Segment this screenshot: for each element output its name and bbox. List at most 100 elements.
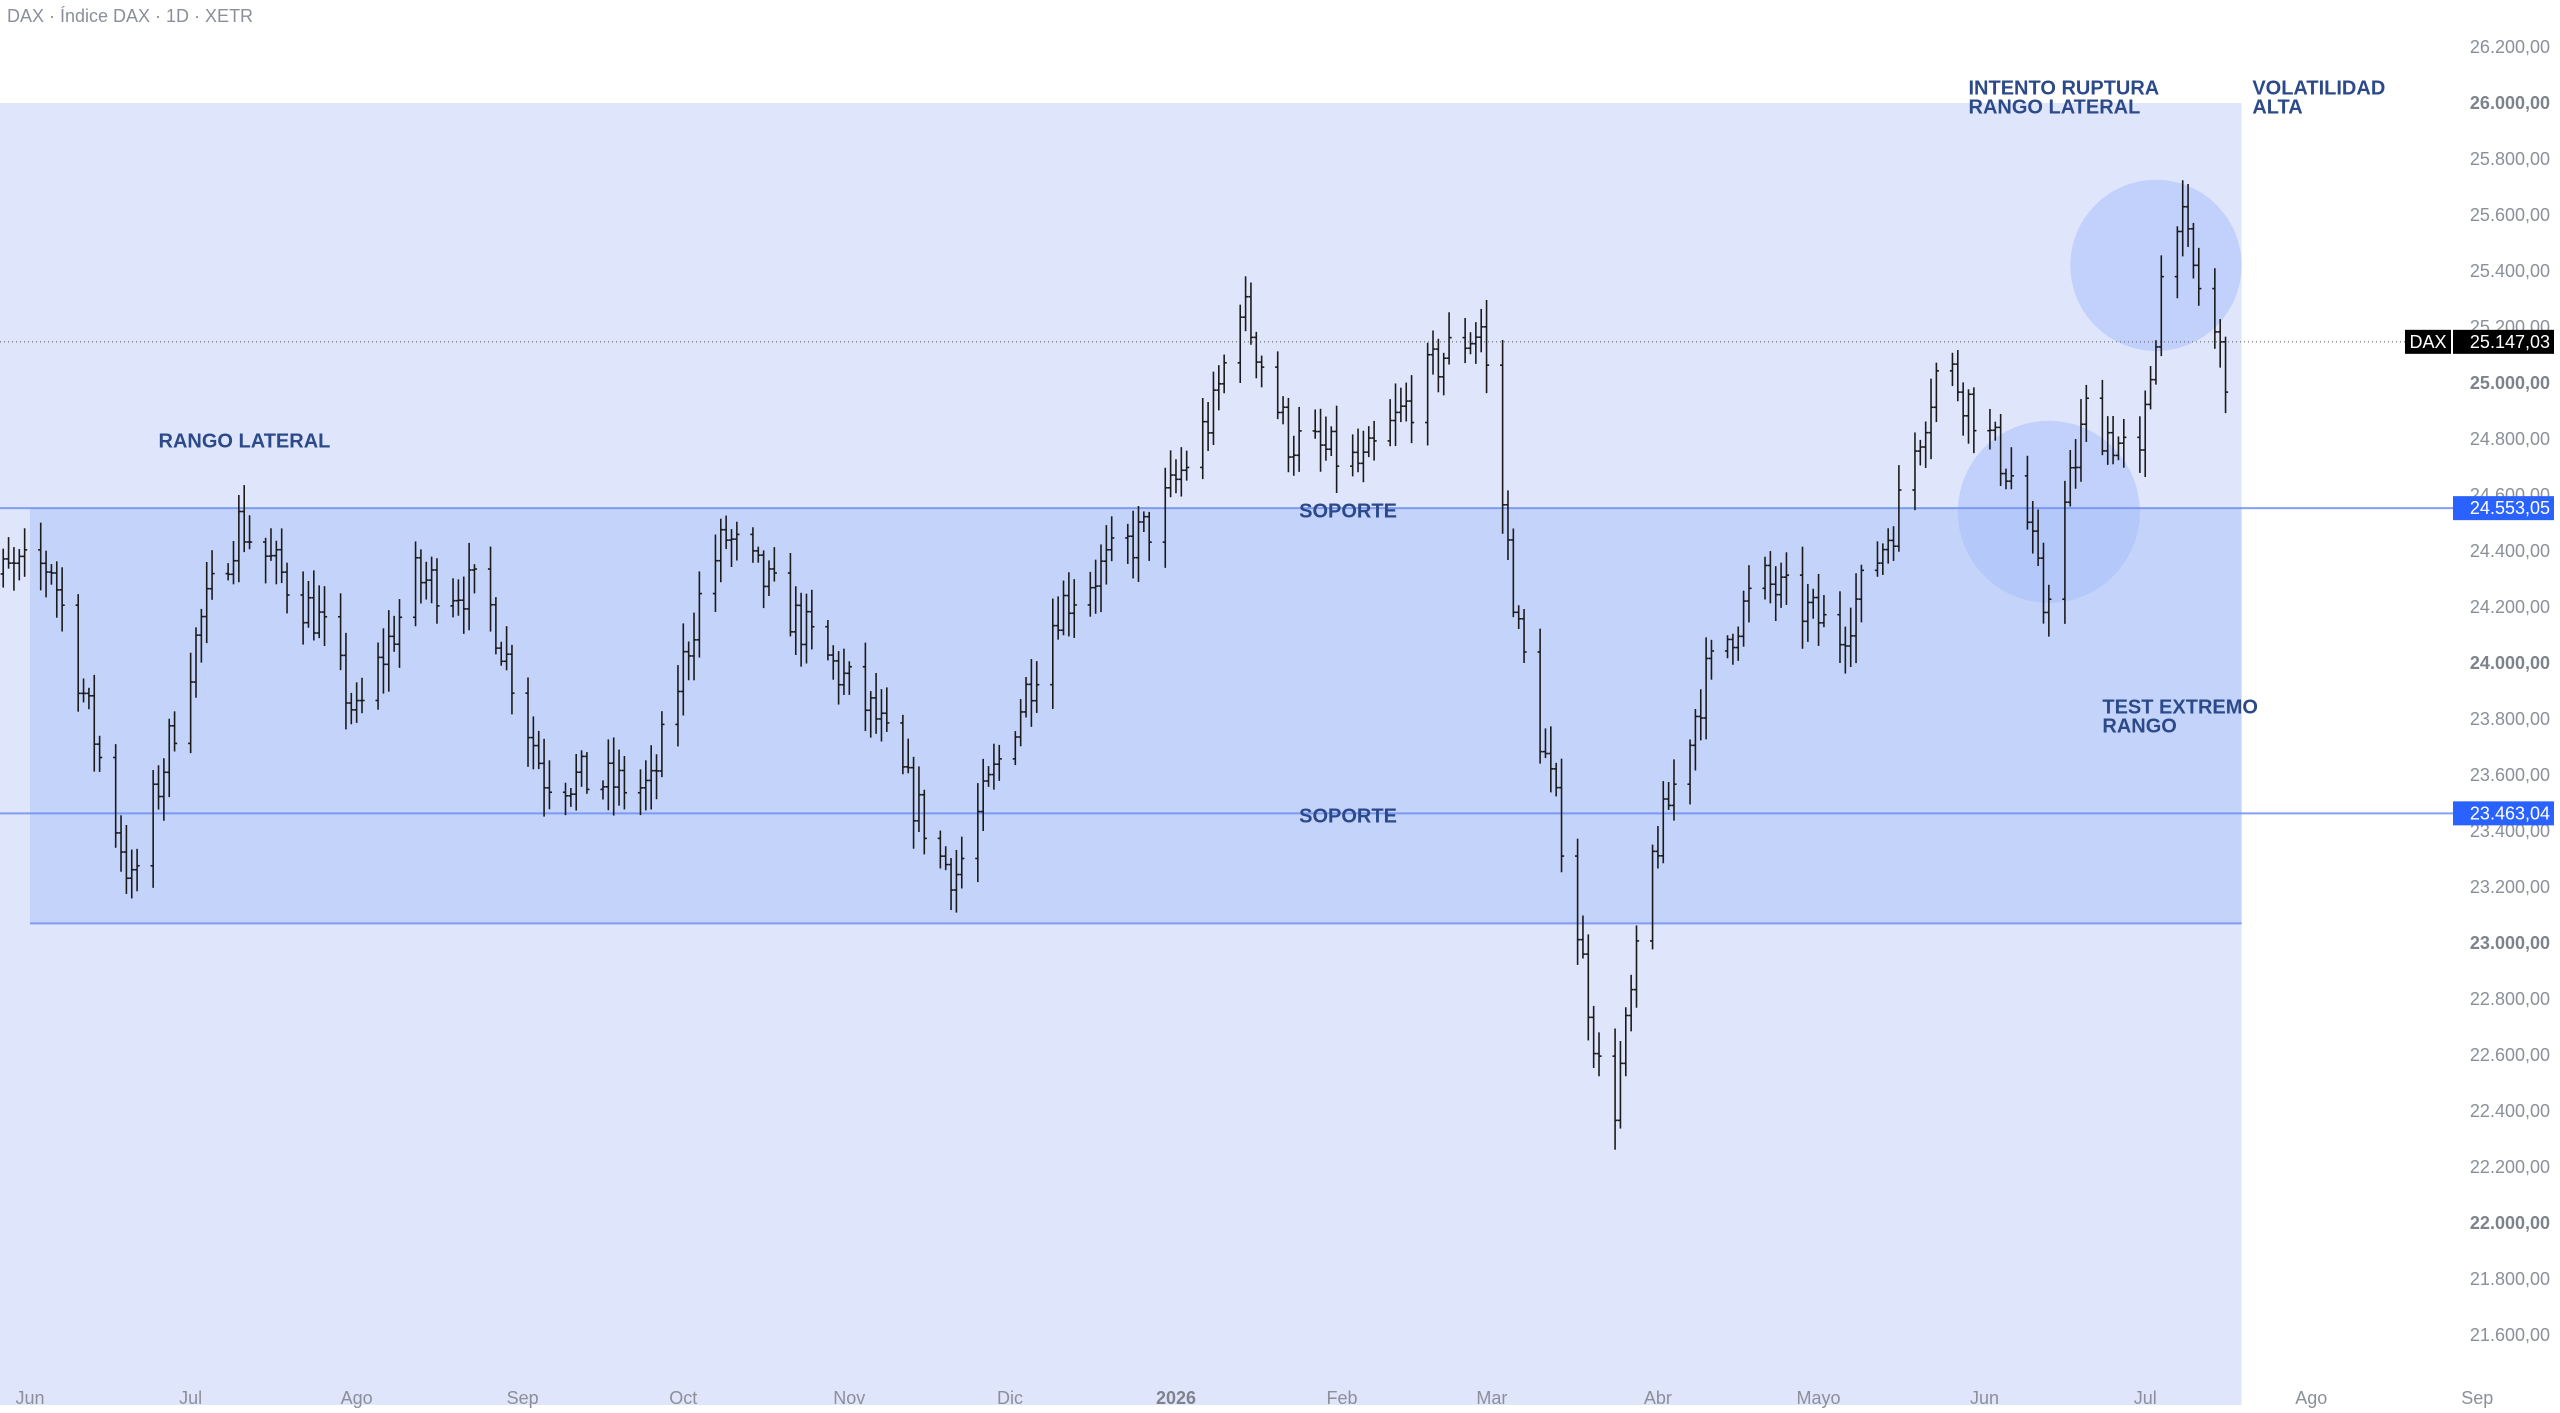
ohlc-bar xyxy=(434,558,440,624)
ohlc-bar xyxy=(1291,435,1297,476)
y-tick-label: 23.000,00 xyxy=(2470,933,2550,953)
ohlc-bar xyxy=(793,586,799,655)
annotation-line: INTENTO RUPTURA xyxy=(1969,78,2160,100)
ohlc-bar xyxy=(2147,366,2154,410)
ohlc-bar xyxy=(2003,468,2009,490)
ohlc-bar xyxy=(1253,331,1259,379)
ohlc-bar xyxy=(1146,511,1152,561)
ohlc-bar xyxy=(1125,523,1131,564)
y-tick-label: 22.200,00 xyxy=(2470,1157,2550,1177)
ohlc-bar xyxy=(198,608,204,663)
ohlc-bar xyxy=(134,848,140,892)
ohlc-bar xyxy=(1425,342,1431,446)
ohlc-bar xyxy=(1173,459,1179,494)
ohlc-bar xyxy=(1853,573,1859,664)
ohlc-bar xyxy=(380,628,387,694)
ohlc-bar xyxy=(204,562,210,644)
ohlc-bar xyxy=(1885,528,1891,564)
ohlc-bar xyxy=(22,528,28,577)
ohlc-bar xyxy=(2212,268,2218,349)
ohlc-bar xyxy=(846,661,852,695)
x-tick-label: Mar xyxy=(1476,1388,1507,1408)
ohlc-bar xyxy=(1960,382,1966,436)
ohlc-bar xyxy=(1955,350,1961,402)
ohlc-bar xyxy=(1055,596,1061,640)
ohlc-bar xyxy=(836,651,842,705)
ohlc-bar xyxy=(2105,416,2111,465)
ohlc-bar xyxy=(2040,542,2047,624)
ohlc-bar xyxy=(1275,351,1281,420)
ohlc-bar xyxy=(1109,516,1115,562)
ohlc-bar xyxy=(975,783,981,883)
y-tick-label: 21.800,00 xyxy=(2470,1269,2550,1289)
ohlc-bar xyxy=(155,765,162,810)
ohlc-bar xyxy=(943,846,949,871)
ohlc-bar xyxy=(1285,397,1292,473)
ohlc-bar xyxy=(1574,838,1581,965)
ohlc-bar xyxy=(2078,399,2084,482)
ohlc-bar xyxy=(1810,588,1816,619)
ohlc-bar xyxy=(1483,299,1490,394)
ohlc-bar xyxy=(91,674,97,772)
ohlc-bar xyxy=(1178,447,1184,497)
ohlc-bar xyxy=(921,789,927,855)
ohlc-bar xyxy=(311,570,317,641)
ohlc-bar xyxy=(2073,439,2079,489)
ohlc-bar xyxy=(2121,418,2127,468)
ohlc-bar xyxy=(1649,844,1656,950)
annotation-6: TEST EXTREMO RANGO xyxy=(2102,696,2258,737)
ohlc-bar xyxy=(263,537,269,584)
ohlc-bar xyxy=(386,610,392,692)
ohlc-bar xyxy=(498,641,504,666)
x-tick-label: Ago xyxy=(341,1388,373,1408)
ohlc-bar xyxy=(937,830,943,869)
ohlc-bar xyxy=(1724,635,1731,659)
ohlc-bar xyxy=(584,752,590,794)
ohlc-bar xyxy=(723,515,729,550)
ohlc-bar xyxy=(1098,544,1104,613)
ohlc-bar xyxy=(1596,1032,1602,1077)
ohlc-bar xyxy=(359,677,365,714)
ohlc-bar xyxy=(1242,276,1249,332)
annotation-3: SOPORTE xyxy=(1299,806,1397,828)
ohlc-bar xyxy=(1698,689,1704,741)
x-tick-label: Jul xyxy=(179,1388,202,1408)
ohlc-bar xyxy=(59,567,65,632)
ohlc-bar xyxy=(1741,590,1747,647)
ohlc-bar xyxy=(1799,546,1806,649)
ohlc-bar xyxy=(1087,571,1093,617)
ohlc-bar xyxy=(2062,480,2068,624)
x-tick-label: 2026 xyxy=(1156,1388,1196,1408)
ohlc-bar xyxy=(648,745,654,810)
ohlc-bar xyxy=(123,824,129,894)
ohlc-bar xyxy=(1805,583,1811,642)
ohlc-bar xyxy=(1071,579,1077,638)
ohlc-bar xyxy=(300,571,306,645)
ohlc-bar xyxy=(637,769,644,816)
ohlc-bar xyxy=(1848,607,1854,668)
ohlc-bar xyxy=(1703,637,1709,740)
ohlc-bar xyxy=(611,737,617,816)
ohlc-bar xyxy=(150,770,156,888)
ohlc-bar xyxy=(2099,379,2105,456)
x-tick-label: Jun xyxy=(1970,1388,1999,1408)
ohlc-bar xyxy=(2196,247,2202,306)
ohlc-bar xyxy=(1216,365,1222,411)
y-tick-label: 23.400,00 xyxy=(2470,821,2550,841)
ohlc-bar xyxy=(1735,626,1741,661)
ohlc-bar xyxy=(546,760,553,810)
ohlc-bar xyxy=(2030,501,2036,554)
ohlc-bar xyxy=(728,529,735,567)
ohlc-bar xyxy=(241,485,247,553)
ohlc-bar xyxy=(80,678,87,703)
ohlc-bar xyxy=(1746,565,1752,623)
ohlc-bar xyxy=(771,547,777,582)
ohlc-bar xyxy=(1221,354,1227,394)
ohlc-bar xyxy=(1998,413,2004,487)
ohlc-bar xyxy=(1510,528,1516,618)
ohlc-bar xyxy=(75,594,81,712)
ohlc-bar xyxy=(1334,405,1340,493)
x-tick-label: Sep xyxy=(2461,1388,2493,1408)
ohlc-bar xyxy=(525,677,531,767)
